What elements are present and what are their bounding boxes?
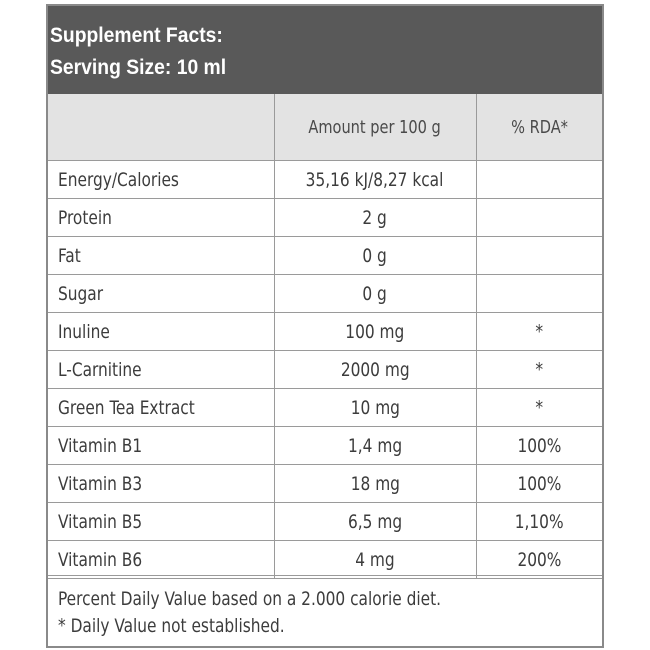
table-row: Vitamin B1 1,4 mg 100% xyxy=(48,426,602,465)
nutrient-amount: 2000 mg xyxy=(273,350,477,389)
table-row: Sugar 0 g xyxy=(48,274,602,313)
nutrient-name: Vitamin B5 xyxy=(48,502,275,541)
nutrition-table: Amount per 100 g % RDA* Energy/Calories 3… xyxy=(48,94,602,579)
nutrient-amount: 0 g xyxy=(273,236,477,275)
table-row: Vitamin B5 6,5 mg 1,10% xyxy=(48,502,602,541)
facts-header: Supplement Facts: Serving Size: 10 ml xyxy=(48,6,602,94)
supplement-facts-panel: Supplement Facts: Serving Size: 10 ml Am… xyxy=(46,4,604,648)
footnote-not-established: * Daily Value not established. xyxy=(58,615,285,637)
column-header-nutrient xyxy=(48,94,275,161)
nutrient-name: L-Carnitine xyxy=(48,350,275,389)
column-header-rda: % RDA* xyxy=(475,94,602,161)
nutrient-rda xyxy=(475,160,602,199)
nutrient-name: Sugar xyxy=(48,274,275,313)
nutrient-amount: 0 g xyxy=(273,274,477,313)
column-header-row: Amount per 100 g % RDA* xyxy=(48,94,602,161)
table-row: Inuline 100 mg * xyxy=(48,312,602,351)
footnote: Percent Daily Value based on a 2.000 cal… xyxy=(48,575,602,646)
nutrient-rda xyxy=(475,198,602,237)
nutrient-name: Vitamin B6 xyxy=(48,540,275,579)
table-row: Green Tea Extract 10 mg * xyxy=(48,388,602,427)
nutrient-amount: 2 g xyxy=(273,198,477,237)
table-row: L-Carnitine 2000 mg * xyxy=(48,350,602,389)
nutrient-amount: 10 mg xyxy=(273,388,477,427)
nutrient-name: Vitamin B3 xyxy=(48,464,275,503)
nutrient-amount: 35,16 kJ/8,27 kcal xyxy=(273,160,477,199)
nutrient-name: Green Tea Extract xyxy=(48,388,275,427)
nutrient-rda: 100% xyxy=(475,426,602,465)
nutrient-rda xyxy=(475,236,602,275)
table-row: Energy/Calories 35,16 kJ/8,27 kcal xyxy=(48,160,602,199)
nutrient-amount: 1,4 mg xyxy=(273,426,477,465)
footnote-daily-value: Percent Daily Value based on a 2.000 cal… xyxy=(58,588,442,610)
nutrient-rda: 100% xyxy=(475,464,602,503)
nutrient-rda: 1,10% xyxy=(475,502,602,541)
nutrient-amount: 100 mg xyxy=(273,312,477,351)
nutrient-name: Protein xyxy=(48,198,275,237)
nutrient-name: Inuline xyxy=(48,312,275,351)
table-row: Vitamin B3 18 mg 100% xyxy=(48,464,602,503)
table-row: Fat 0 g xyxy=(48,236,602,275)
serving-size: Serving Size: 10 ml xyxy=(50,56,227,79)
nutrient-name: Energy/Calories xyxy=(48,160,275,199)
table-row: Protein 2 g xyxy=(48,198,602,237)
nutrient-amount: 18 mg xyxy=(273,464,477,503)
column-header-amount: Amount per 100 g xyxy=(273,94,477,161)
nutrient-rda xyxy=(475,274,602,313)
table-row: Vitamin B6 4 mg 200% xyxy=(48,540,602,579)
nutrient-name: Vitamin B1 xyxy=(48,426,275,465)
nutrient-rda: * xyxy=(475,350,602,389)
nutrient-rda: * xyxy=(475,388,602,427)
facts-title: Supplement Facts: xyxy=(50,24,223,47)
nutrient-rda: 200% xyxy=(475,540,602,579)
nutrient-name: Fat xyxy=(48,236,275,275)
nutrient-rda: * xyxy=(475,312,602,351)
nutrient-amount: 6,5 mg xyxy=(273,502,477,541)
nutrient-amount: 4 mg xyxy=(273,540,477,579)
